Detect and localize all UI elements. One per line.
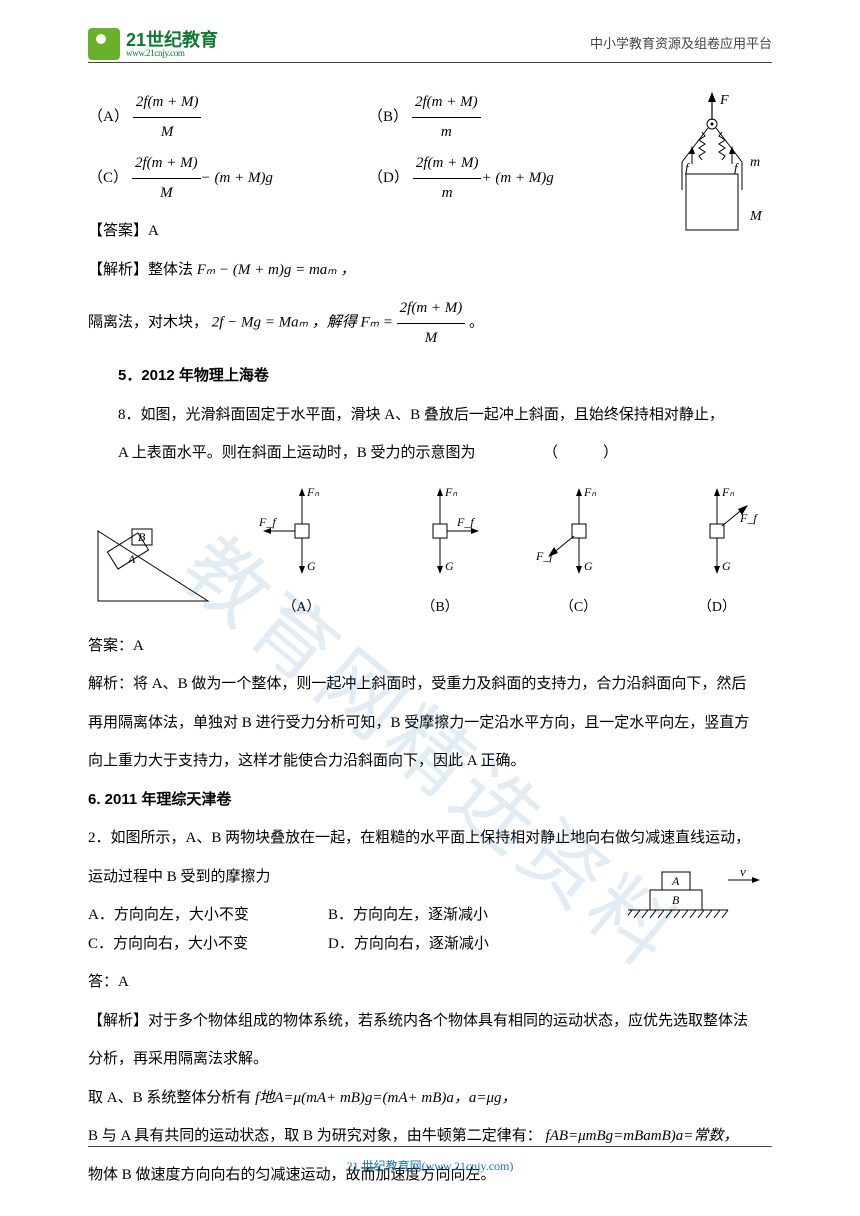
fd-c-label: （C） [524, 595, 634, 622]
q6-sol1: 【解析】对于多个物体组成的物体系统，若系统内各个物体具有相同的运动状态，应优先选… [88, 1007, 772, 1036]
fd-b-g: G [445, 559, 454, 573]
choice-a-tag: （A） [88, 103, 129, 132]
claw-M: M [749, 209, 763, 224]
q6-optD: D．方向向右，逐渐减小 [328, 930, 489, 959]
q5-stem1: 8．如图，光滑斜面固定于水平面，滑块 A、B 叠放后一起冲上斜面，且始终保持相对… [88, 401, 772, 430]
claw-m: m [750, 155, 760, 170]
fd-a-ff: F_f [258, 515, 277, 529]
q4-explain-frac: 2f(m + M) M [397, 294, 466, 352]
frac-a-den: M [133, 118, 202, 147]
q4-explain-l2lead: 隔离法，对木块， [88, 314, 208, 330]
q5-sol3: 向上重力大于支持力，这样才能使合力沿斜面向下，因此 A 正确。 [88, 747, 772, 776]
q6-fig-A: A [671, 874, 680, 888]
incline-A: A [127, 552, 136, 566]
logo-text: 21世纪教育 www.21cnjy.com [126, 31, 218, 58]
fd-d-label: （D） [662, 595, 772, 622]
q4-explain-eq1: Fₘ − (M + m)g = maₘ ， [197, 262, 356, 278]
q4-explain-2: 隔离法，对木块， 2f − Mg = Maₘ ，解得 Fₘ = 2f(m + M… [88, 294, 772, 352]
fd-c-g: G [584, 559, 593, 573]
q5-sol1: 解析：将 A、B 做为一个整体，则一起冲上斜面时，受重力及斜面的支持力，合力沿斜… [88, 670, 772, 699]
q5-fd-a: Fₙ F_f G （A） [247, 482, 357, 622]
frac-d-num: 2f(m + M) [413, 149, 482, 179]
q6-sol3-mid: f地A=μ(mA+ mB)g=(mA+ mB)a，a=μg， [255, 1090, 516, 1106]
choice-d-tag: （D） [368, 164, 409, 193]
q5-incline: B A [88, 511, 218, 622]
q4-claw-figure: F f f m M [652, 92, 772, 242]
q4-choice-b: （B） 2f(m + M) m [368, 88, 648, 146]
q6-sol3-lead: 取 A、B 系统整体分析有 [88, 1090, 255, 1106]
frac-d-den: m [413, 179, 482, 208]
q4-explain-lead: 【解析】整体法 [88, 262, 197, 278]
choice-d-tail: + (m + M)g [481, 164, 553, 193]
q6-figure: A B v [628, 864, 768, 941]
choice-c-tail: − (m + M)g [201, 164, 273, 193]
claw-f2: f [734, 160, 740, 175]
q4-final-num: 2f(m + M) [397, 294, 466, 324]
fd-c-fn: Fₙ [583, 485, 596, 499]
fd-a-g: G [307, 559, 316, 573]
fd-d-ff: F_f [739, 511, 758, 525]
q6-sol4-mid: fAB=μmBg=mBamB)a=常数， [546, 1128, 739, 1144]
frac-a: 2f(m + M) M [133, 88, 202, 146]
page-header: 21世纪教育 www.21cnjy.com 中小学教育资源及组卷应用平台 [88, 28, 772, 63]
choice-b-tag: （B） [368, 103, 408, 132]
incline-B: B [138, 530, 146, 544]
q6-heading: 6. 2011 年理综天津卷 [88, 786, 772, 815]
frac-b-num: 2f(m + M) [412, 88, 481, 118]
q4-explain-fmlead: Fₘ = [361, 314, 397, 330]
claw-svg: F f f m M [652, 92, 772, 242]
q5-heading: 5．2012 年物理上海卷 [88, 362, 772, 391]
q6-sol4-lead: B 与 A 具有共同的运动状态，取 B 为研究对象，由牛顿第二定律有： [88, 1128, 542, 1144]
q6-fig-v: v [740, 864, 746, 879]
q4-choice-d: （D） 2f(m + M) m + (m + M)g [368, 149, 648, 207]
q4-choice-c: （C） 2f(m + M) M − (m + M)g [88, 149, 368, 207]
logo-cn: 21世纪教育 [126, 31, 218, 49]
q5-sol2: 再用隔离体法，单独对 B 进行受力分析可知，B 受摩擦力一定沿水平方向，且一定水… [88, 709, 772, 738]
frac-a-num: 2f(m + M) [133, 88, 202, 118]
q6-stem1: 2．如图所示，A、B 两物块叠放在一起，在粗糙的水平面上保持相对静止地向右做匀减… [88, 824, 772, 853]
choice-c-tag: （C） [88, 164, 128, 193]
q6-sol3: 取 A、B 系统整体分析有 f地A=μ(mA+ mB)g=(mA+ mB)a，a… [88, 1084, 772, 1113]
fd-a-fn: Fₙ [306, 485, 319, 499]
fd-d-g: G [722, 559, 731, 573]
page-footer: 21 世纪教育网(www.21cnjy.com) [88, 1146, 772, 1178]
fd-a-label: （A） [247, 595, 357, 622]
frac-c-num: 2f(m + M) [132, 149, 201, 179]
q5-fd-d: Fₙ F_f G （D） [662, 482, 772, 622]
q6-sol2: 分析，再采用隔离法求解。 [88, 1045, 772, 1074]
frac-b: 2f(m + M) m [412, 88, 481, 146]
logo-block: 21世纪教育 www.21cnjy.com [88, 28, 218, 60]
frac-d: 2f(m + M) m [413, 149, 482, 207]
logo-url: www.21cnjy.com [126, 49, 218, 58]
q4-final-den: M [397, 324, 466, 353]
frac-c: 2f(m + M) M [132, 149, 201, 207]
logo-icon [88, 28, 120, 60]
q6-optA: A．方向向左，大小不变 [88, 901, 328, 930]
content: （A） 2f(m + M) M （B） 2f(m + M) m （C） 2f(m… [88, 88, 772, 1189]
fd-b-fn: Fₙ [444, 485, 457, 499]
header-platform-text: 中小学教育资源及组卷应用平台 [590, 32, 772, 57]
fd-c-ff: F_f [535, 549, 554, 563]
q5-figure-row: B A Fₙ F_f G （A） Fₙ F_f [88, 482, 772, 622]
fd-b-ff: F_f [456, 515, 475, 529]
q5-fd-b: Fₙ F_f G （B） [385, 482, 495, 622]
frac-b-den: m [412, 118, 481, 147]
q6-optC: C．方向向右，大小不变 [88, 930, 328, 959]
q6-optB: B．方向向左，逐渐减小 [328, 901, 488, 930]
q6-answer: 答：A [88, 968, 772, 997]
q4-choice-a: （A） 2f(m + M) M [88, 88, 368, 146]
fd-d-fn: Fₙ [721, 485, 734, 499]
q4-explain-eq2: 2f − Mg = Maₘ ，解得 [212, 314, 361, 330]
q5-stem2: A 上表面水平。则在斜面上运动时，B 受力的示意图为 （ ） [88, 439, 772, 468]
q4-explain-tail: 。 [469, 314, 484, 330]
fd-b-label: （B） [385, 595, 495, 622]
q5-answer: 答案：A [88, 632, 772, 661]
frac-c-den: M [132, 179, 201, 208]
q6-fig-B: B [672, 893, 680, 907]
q5-fd-c: Fₙ F_f G （C） [524, 482, 634, 622]
q4-explain-1: 【解析】整体法 Fₘ − (M + m)g = maₘ ， [88, 256, 772, 285]
claw-F: F [719, 93, 729, 108]
claw-f1: f [685, 160, 691, 175]
